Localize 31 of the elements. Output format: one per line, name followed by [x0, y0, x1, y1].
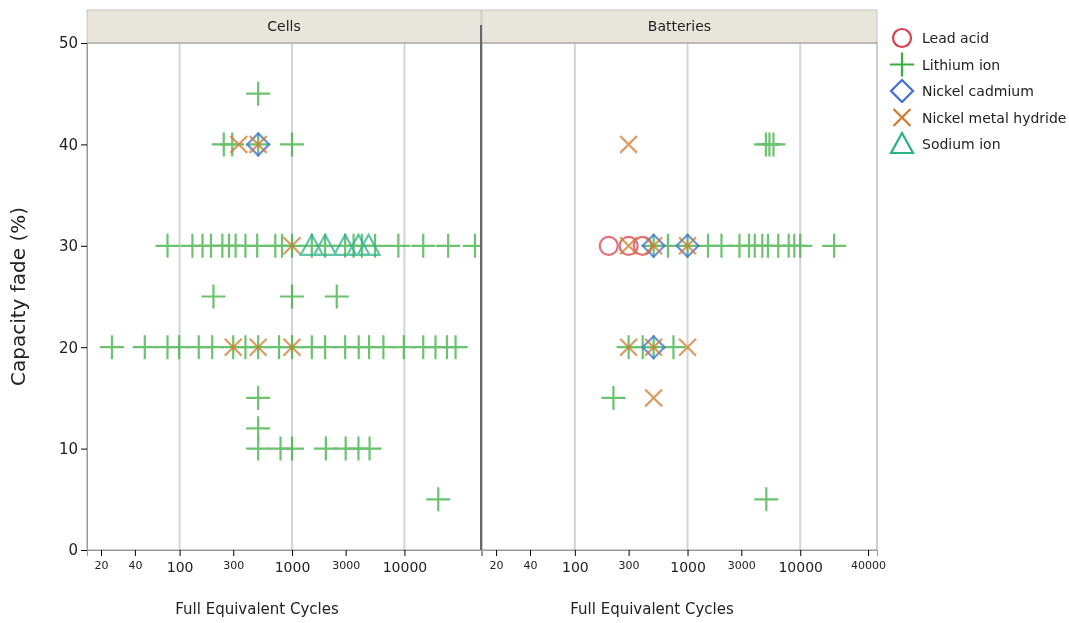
legend-label: Nickel cadmium: [922, 83, 1034, 99]
legend-label: Lithium ion: [922, 56, 1001, 73]
x-axis-title: Full Equivalent Cycles: [175, 600, 339, 618]
x-tick-label: 40: [523, 558, 538, 572]
y-tick-label: 40: [58, 135, 78, 154]
y-tick-label: 50: [58, 34, 78, 53]
x-axis-title: Full Equivalent Cycles: [570, 600, 734, 618]
x-tick-label: 3000: [332, 558, 361, 572]
x-tick-label: 10000: [778, 558, 823, 575]
x-tick-label: 40000: [851, 558, 887, 572]
y-tick-label: 20: [58, 338, 78, 357]
x-tick-label: 40: [128, 558, 143, 572]
x-tick-label: 1000: [670, 558, 706, 575]
x-tick-label: 20: [94, 558, 109, 572]
y-tick-label: 10: [58, 439, 78, 458]
x-tick-label: 1000: [274, 558, 311, 575]
legend-label: Nickel metal hydride: [922, 109, 1067, 126]
chart-title: Cells: [267, 18, 301, 34]
legend-label: Lead acid: [922, 30, 990, 46]
x-tick-label: 300: [618, 558, 640, 572]
y-tick-label: 30: [58, 237, 78, 256]
legend-label: Sodium ion: [922, 136, 1001, 152]
x-tick-label: 100: [166, 558, 194, 575]
x-tick-label: 3000: [727, 558, 756, 572]
x-tick-label: 20: [489, 558, 504, 572]
y-tick-label: 0: [68, 541, 78, 560]
y-axis-title: Capacity fade (%): [6, 206, 30, 387]
x-tick-label: 100: [561, 558, 589, 575]
x-tick-label: 10000: [382, 558, 428, 575]
x-tick-label: 300: [223, 558, 245, 572]
chart-title: Batteries: [647, 18, 712, 34]
